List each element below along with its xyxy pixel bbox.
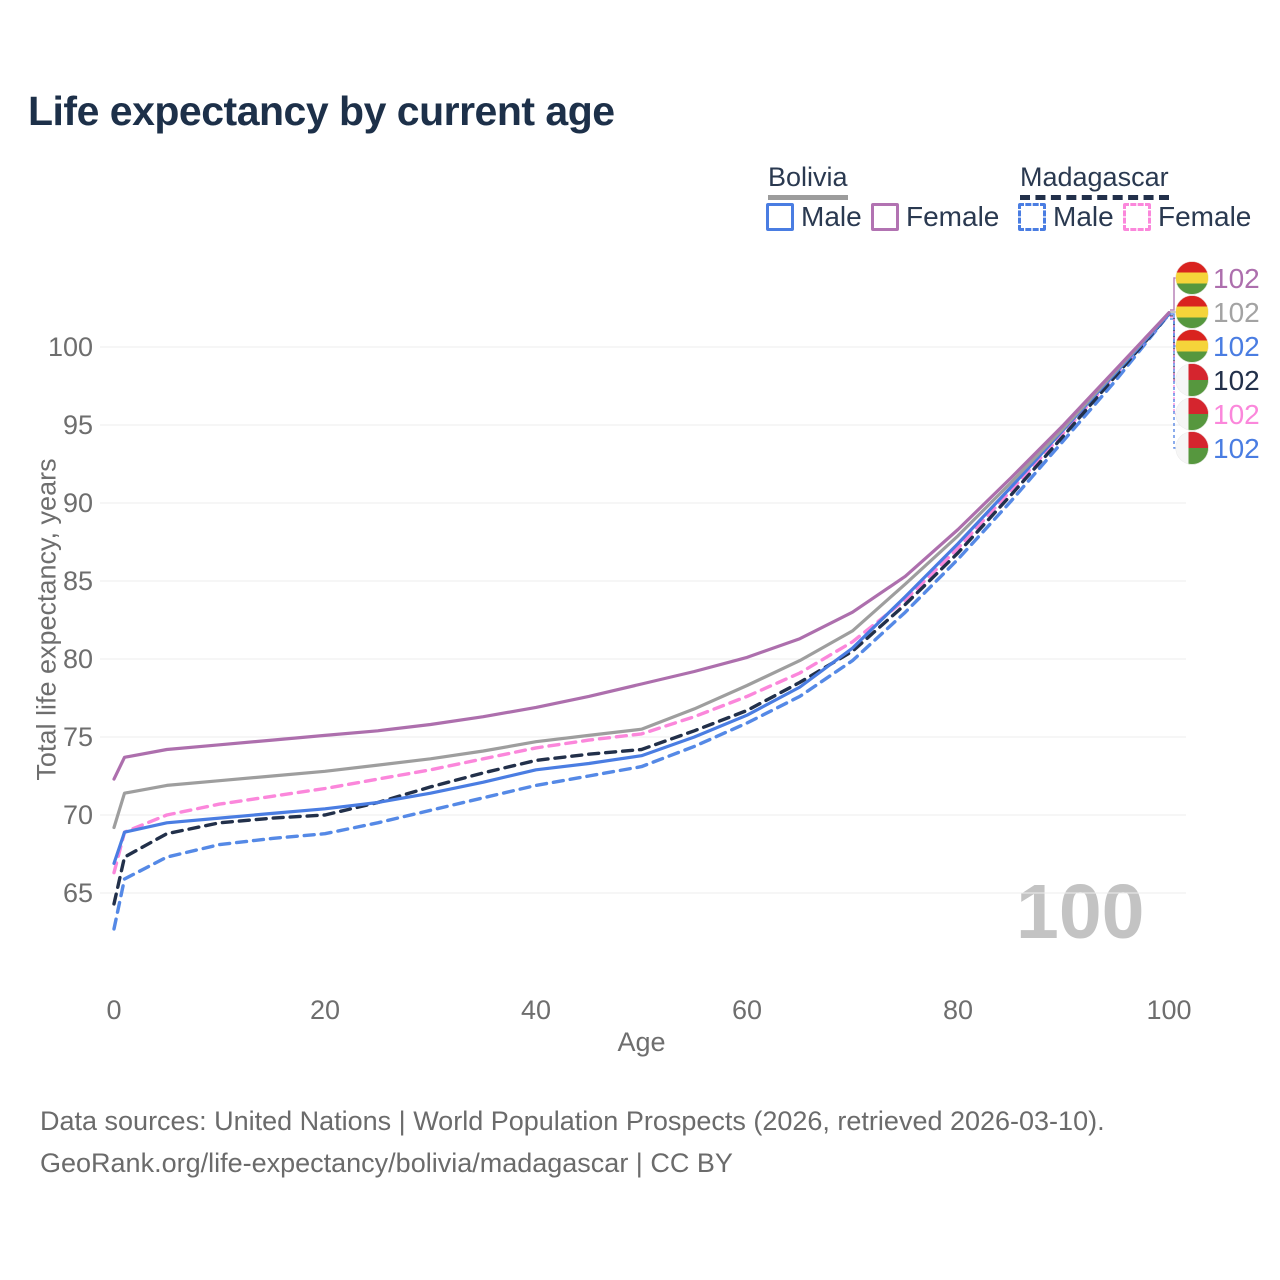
attribution-link[interactable]: GeoRank.org/life-expectancy/bolivia/mada… [40,1148,733,1178]
madagascar-male-swatch-icon [1018,203,1046,231]
bolivia-flag-icon [1175,295,1209,329]
end-label-value: 102 [1213,399,1260,430]
y-tick-label: 95 [63,410,93,440]
legend-item-label: Male [801,201,862,232]
end-label-value: 102 [1213,263,1260,294]
x-tick-label: 40 [521,995,551,1025]
y-tick-label: 70 [63,800,93,830]
madagascar-female-swatch-icon [1123,203,1151,231]
y-tick-label: 90 [63,488,93,518]
x-tick-label: 100 [1146,995,1191,1025]
bolivia-flag-icon [1175,261,1209,295]
legend-item-label: Female [1158,201,1252,232]
end-label-value: 102 [1213,297,1260,328]
madagascar-flag-icon [1175,397,1209,431]
legend-item-madagascar-female[interactable]: Female [1123,201,1251,233]
series-line-bolivia-male[interactable] [112,312,1171,865]
series-line-bolivia-all[interactable] [112,311,1171,830]
madagascar-flag-icon [1175,363,1209,397]
end-label-value: 102 [1213,331,1260,362]
series-line-madagascar-all[interactable] [112,312,1171,906]
legend-item-label: Female [906,201,1000,232]
legend-item-label: Male [1053,201,1114,232]
end-label-connector [1170,316,1180,415]
y-tick-label: 100 [48,332,93,362]
current-age-watermark: 100 [1016,869,1145,955]
series-line-madagascar-female[interactable] [112,312,1171,875]
y-tick-label: 75 [63,722,93,752]
legend-item-madagascar-male[interactable]: Male [1018,201,1114,233]
end-label-value: 102 [1213,365,1260,396]
y-tick-label: 85 [63,566,93,596]
bolivia-flag-icon [1175,329,1209,363]
end-label-connector [1170,318,1180,449]
y-tick-label: 65 [63,878,93,908]
bolivia-female-swatch-icon [871,203,899,231]
x-tick-label: 20 [310,995,340,1025]
madagascar-flag-icon [1175,431,1209,465]
series-line-bolivia-female[interactable] [112,311,1171,781]
x-tick-label: 60 [732,995,762,1025]
legend-item-bolivia-female[interactable]: Female [871,201,999,233]
y-tick-label: 80 [63,644,93,674]
legend-group-madagascar[interactable]: Madagascar [1020,162,1169,200]
x-tick-label: 0 [106,995,121,1025]
data-sources-note: Data sources: United Nations | World Pop… [40,1106,1105,1136]
legend-group-bolivia[interactable]: Bolivia [768,162,848,200]
page-title: Life expectancy by current age [28,88,615,134]
bolivia-male-swatch-icon [766,203,794,231]
legend-item-bolivia-male[interactable]: Male [766,201,862,233]
x-tick-label: 80 [943,995,973,1025]
series-line-madagascar-male[interactable] [112,312,1171,931]
x-axis-title: Age [617,1027,665,1057]
end-label-value: 102 [1213,433,1260,464]
